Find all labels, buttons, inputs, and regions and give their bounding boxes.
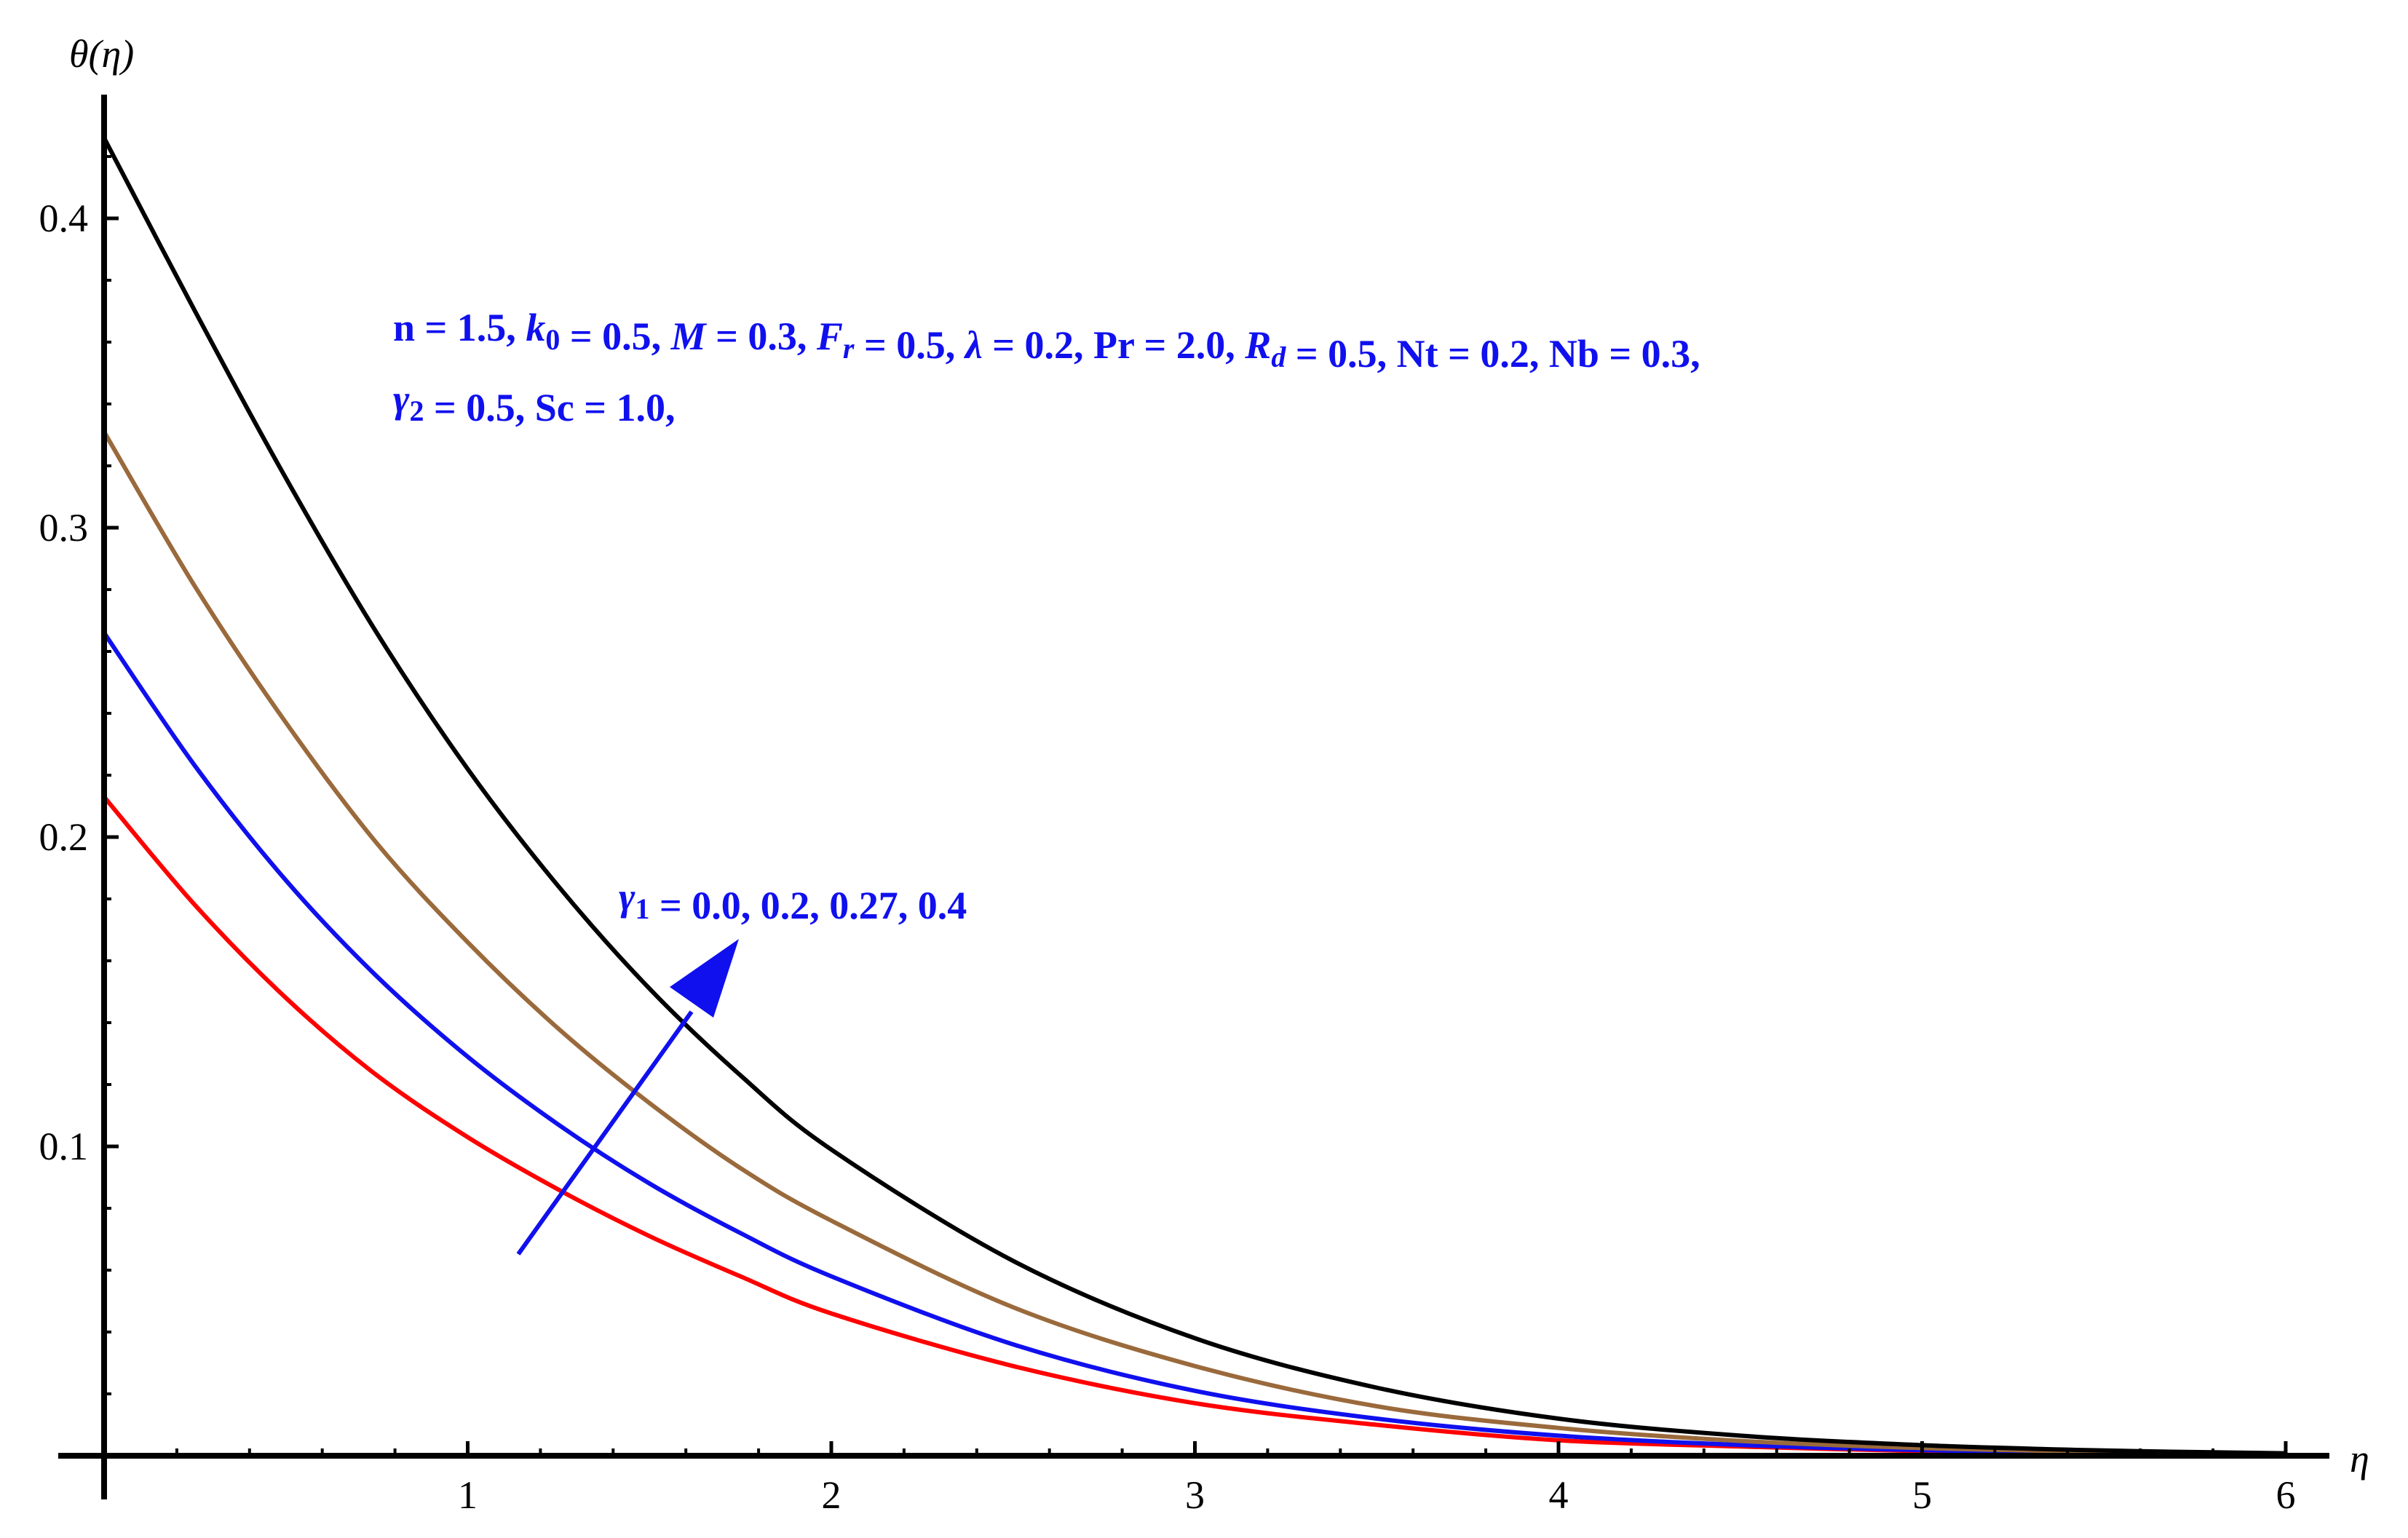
x-tick-label: 4	[1549, 1473, 1569, 1517]
series-line-1	[102, 795, 2286, 1457]
series-line-4	[102, 137, 2286, 1456]
increase-arrow-head	[670, 939, 739, 1018]
ticks-group: 1 2 3 4 5 6 0.1 0.2 0.3 0.4	[39, 155, 2296, 1517]
series-line-2	[102, 631, 2286, 1457]
params-annotation-line-1: n = 1.5, k0 = 0.5, M = 0.3, Fr = 0.5, λ …	[393, 306, 1700, 376]
curves-group	[102, 137, 2286, 1457]
y-axis-label: θ(η)	[69, 32, 134, 76]
x-tick-label: 1	[458, 1473, 478, 1517]
x-tick-label: 2	[822, 1473, 841, 1517]
y-tick-label: 0.3	[39, 506, 89, 550]
y-tick-label: 0.4	[39, 197, 89, 240]
x-tick-label: 3	[1185, 1473, 1205, 1517]
params-annotation-line-2: γ2 = 0.5, Sc = 1.0,	[393, 377, 676, 429]
x-axis-label: η	[2350, 1437, 2369, 1480]
x-tick-label: 6	[2276, 1473, 2296, 1517]
gamma1-arrow-label: γ1 = 0.0, 0.2, 0.27, 0.4	[619, 875, 967, 927]
x-tick-label: 5	[1912, 1473, 1932, 1517]
y-tick-label: 0.2	[39, 815, 89, 859]
y-tick-label: 0.1	[39, 1125, 89, 1168]
series-line-3	[102, 430, 2286, 1456]
increase-arrow-shaft	[516, 1010, 694, 1256]
annotations-group: n = 1.5, k0 = 0.5, M = 0.3, Fr = 0.5, λ …	[393, 306, 1700, 1256]
